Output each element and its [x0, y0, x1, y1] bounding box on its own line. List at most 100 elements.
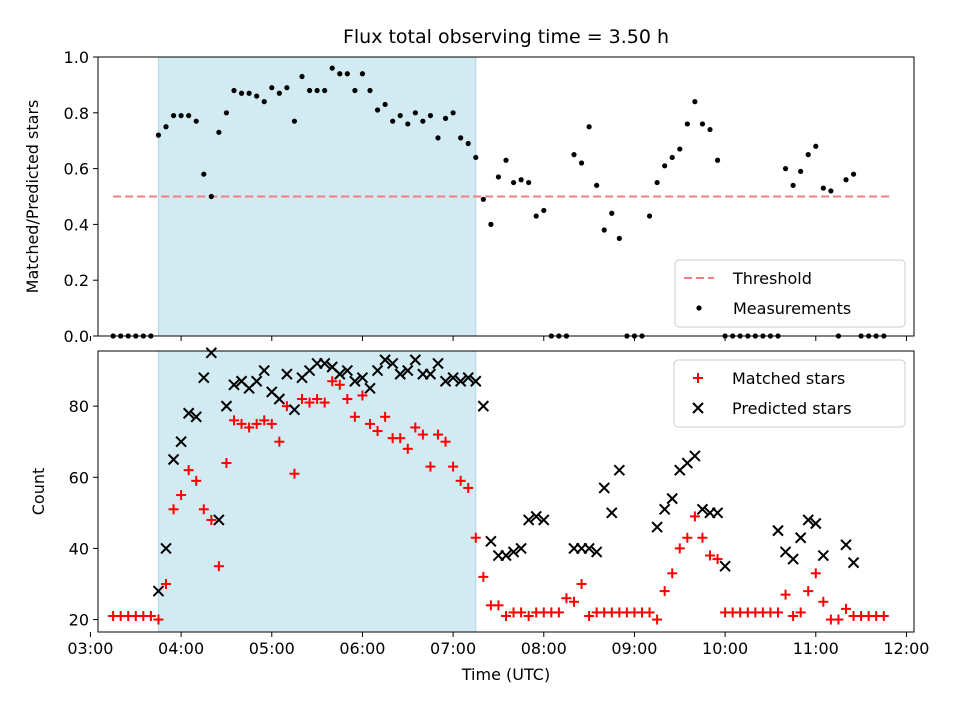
- legend-label: Threshold: [732, 269, 812, 288]
- data-point: [191, 475, 202, 486]
- data-point-b: [787, 553, 799, 565]
- data-point: [696, 503, 709, 515]
- data-point: [155, 132, 162, 138]
- data-point: [561, 593, 572, 604]
- data-point-b: [334, 368, 346, 380]
- data-point: [259, 415, 270, 426]
- data-point: [477, 400, 490, 412]
- data-point: [213, 514, 225, 526]
- data-point-b: [779, 546, 792, 558]
- data-point-b: [349, 375, 361, 387]
- data-point: [409, 354, 422, 366]
- data-point: [175, 435, 187, 448]
- data-point: [433, 429, 443, 440]
- legend: Matched stars Predicted stars: [673, 359, 906, 428]
- data-point: [220, 400, 233, 412]
- data-point: [186, 112, 192, 119]
- data-point: [833, 614, 844, 625]
- data-point: [613, 464, 626, 476]
- data-point: [669, 154, 675, 161]
- data-point: [228, 379, 240, 391]
- x-tick-label: 06:00: [339, 639, 385, 658]
- data-point: [344, 71, 350, 77]
- data-point-b: [326, 361, 338, 373]
- data-point: [374, 107, 381, 113]
- data-point: [515, 542, 527, 555]
- data-point: [178, 112, 184, 119]
- x-tick-label: 04:00: [158, 639, 204, 658]
- data-point-b: [182, 407, 195, 419]
- data-point: [356, 371, 369, 384]
- data-point: [840, 539, 852, 551]
- data-point: [571, 152, 577, 158]
- data-point: [152, 585, 165, 597]
- x-tick-label: 03:00: [67, 639, 113, 658]
- data-point: [238, 90, 245, 96]
- data-point: [261, 99, 267, 105]
- data-point: [795, 607, 806, 618]
- data-point-b: [288, 403, 301, 416]
- data-point: [523, 610, 534, 621]
- y-tick-label: 0.8: [64, 104, 89, 123]
- data-point: [390, 118, 396, 124]
- data-point: [352, 87, 358, 94]
- data-point-b: [266, 386, 278, 398]
- data-point: [850, 171, 857, 177]
- data-point: [269, 85, 275, 91]
- data-point-b: [439, 375, 452, 387]
- data-point-b: [538, 514, 550, 526]
- data-point: [553, 607, 564, 618]
- data-point: [794, 532, 807, 544]
- data-point: [334, 368, 346, 380]
- data-point: [651, 521, 663, 533]
- data-point: [314, 87, 320, 94]
- data-point-b: [454, 375, 467, 387]
- data-point: [454, 375, 467, 387]
- data-point: [312, 394, 323, 405]
- data-point: [654, 179, 660, 186]
- data-point-b: [409, 354, 422, 366]
- data-point: [501, 610, 511, 621]
- data-point: [714, 157, 721, 163]
- data-point: [176, 490, 187, 501]
- data-point-b: [613, 464, 626, 476]
- data-point: [455, 475, 466, 486]
- data-point: [594, 182, 600, 188]
- data-point-b: [772, 524, 784, 537]
- y-tick-label: 20: [69, 611, 89, 630]
- data-point-b: [651, 521, 663, 533]
- data-point: [462, 371, 474, 384]
- data-point: [246, 90, 252, 96]
- data-point: [682, 532, 693, 543]
- data-point: [598, 482, 610, 494]
- data-point-b: [477, 400, 490, 412]
- data-point-b: [213, 514, 225, 526]
- legend: Threshold Measurements: [674, 259, 906, 328]
- data-point: [190, 411, 202, 423]
- data-point: [193, 118, 199, 124]
- data-point: [410, 422, 421, 433]
- data-point: [160, 542, 172, 555]
- data-point: [667, 568, 678, 579]
- data-point: [847, 556, 860, 569]
- data-point: [266, 418, 277, 429]
- data-point: [674, 543, 685, 554]
- y-axis-label: Matched/Predicted stars: [23, 100, 42, 294]
- data-point: [802, 514, 814, 526]
- data-point-b: [364, 382, 376, 395]
- data-point: [652, 614, 663, 625]
- data-point: [576, 578, 587, 589]
- data-point: [289, 468, 300, 479]
- data-point: [689, 450, 701, 462]
- data-point: [439, 375, 452, 387]
- axes-frame: [97, 56, 915, 337]
- data-point-b: [666, 492, 678, 505]
- data-point: [586, 124, 592, 130]
- bottom-chart: 03:00 04:00 05:00 06:00 07:00 08:00 09:00 10:00…: [29, 347, 929, 684]
- data-point: [182, 407, 195, 419]
- data-point: [782, 166, 789, 172]
- data-point: [707, 126, 713, 133]
- data-point-b: [356, 371, 369, 384]
- data-point: [699, 121, 706, 127]
